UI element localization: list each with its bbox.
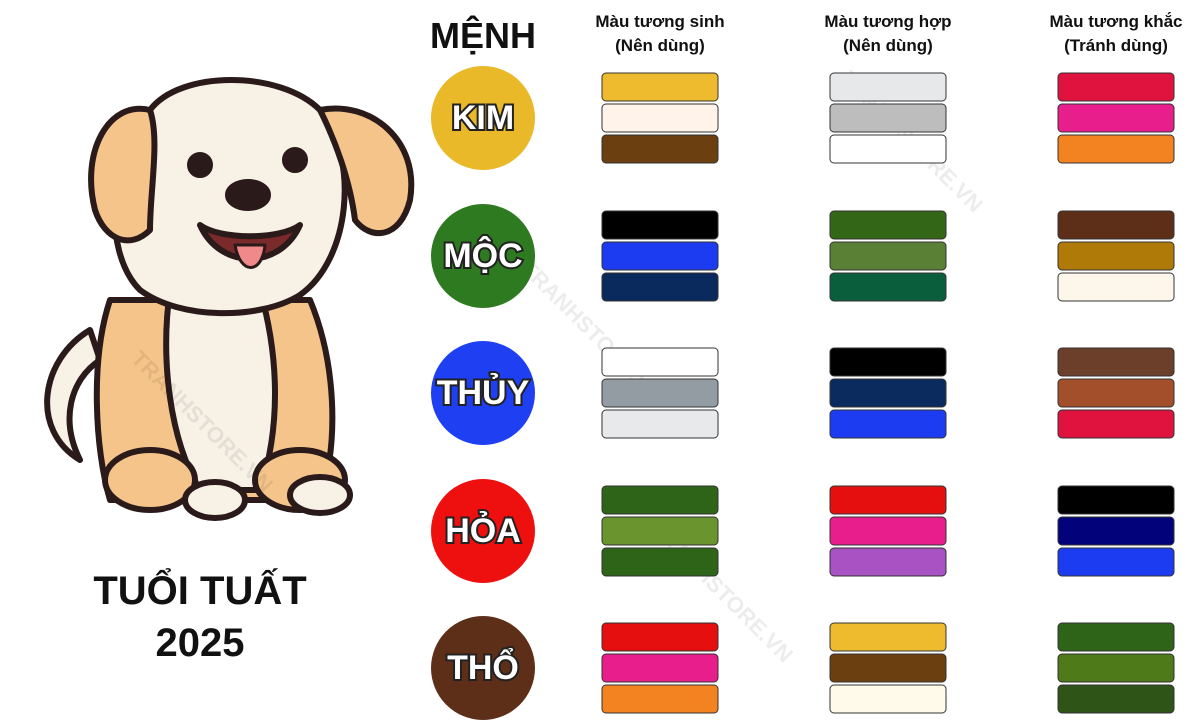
color-swatch — [829, 347, 947, 377]
color-swatch — [829, 241, 947, 271]
color-swatch — [829, 72, 947, 102]
color-swatch — [1057, 684, 1175, 714]
color-swatch — [601, 485, 719, 515]
color-swatch — [829, 409, 947, 439]
column-header: Màu tương khắc — [1049, 12, 1182, 31]
column-header: Màu tương hợp — [824, 12, 951, 31]
color-swatch — [601, 210, 719, 240]
element-label: MỘC — [443, 236, 522, 275]
color-swatch — [601, 241, 719, 271]
color-swatch — [829, 516, 947, 546]
column-header: (Tránh dùng) — [1064, 36, 1168, 55]
color-swatch — [1057, 622, 1175, 652]
color-swatch — [829, 653, 947, 683]
element-circle — [431, 341, 535, 445]
element-header: MỆNH — [430, 14, 536, 56]
element-label: HỎA — [445, 512, 521, 550]
element-circle — [431, 204, 535, 308]
title-line: TUỔI TUẤT — [93, 566, 306, 613]
color-swatch — [829, 103, 947, 133]
element-label: KIM — [452, 99, 514, 137]
color-swatch — [601, 409, 719, 439]
color-swatch — [601, 547, 719, 577]
color-swatch — [1057, 210, 1175, 240]
color-swatch — [1057, 378, 1175, 408]
color-swatch — [601, 272, 719, 302]
element-circle — [431, 66, 535, 170]
color-swatch — [1057, 72, 1175, 102]
element-circle — [431, 616, 535, 720]
color-swatch — [829, 485, 947, 515]
color-swatch — [1057, 653, 1175, 683]
color-swatch — [1057, 485, 1175, 515]
color-swatch — [829, 547, 947, 577]
color-swatch — [1057, 103, 1175, 133]
column-header: Màu tương sinh — [595, 12, 724, 31]
column-header: (Nên dùng) — [843, 36, 933, 55]
color-swatch — [601, 103, 719, 133]
color-swatch — [1057, 134, 1175, 164]
color-swatch — [601, 622, 719, 652]
element-label: THỦY — [437, 374, 530, 412]
color-swatch — [829, 272, 947, 302]
color-swatch — [1057, 241, 1175, 271]
title-line: 2025 — [156, 621, 245, 665]
color-swatch — [829, 134, 947, 164]
color-swatch — [601, 134, 719, 164]
color-swatch — [601, 347, 719, 377]
color-swatch — [601, 516, 719, 546]
dog-illustration — [44, 77, 415, 521]
color-swatch — [829, 378, 947, 408]
element-label: THỔ — [447, 649, 519, 687]
color-swatch — [829, 622, 947, 652]
column-header: (Nên dùng) — [615, 36, 705, 55]
color-swatch — [601, 684, 719, 714]
color-swatch — [1057, 516, 1175, 546]
color-swatch — [829, 210, 947, 240]
element-circle — [431, 479, 535, 583]
color-swatch — [1057, 347, 1175, 377]
color-swatch — [601, 72, 719, 102]
color-swatch — [1057, 409, 1175, 439]
color-swatch — [1057, 272, 1175, 302]
color-swatch — [1057, 547, 1175, 577]
color-swatch — [829, 684, 947, 714]
color-swatch — [601, 378, 719, 408]
color-swatch — [601, 653, 719, 683]
